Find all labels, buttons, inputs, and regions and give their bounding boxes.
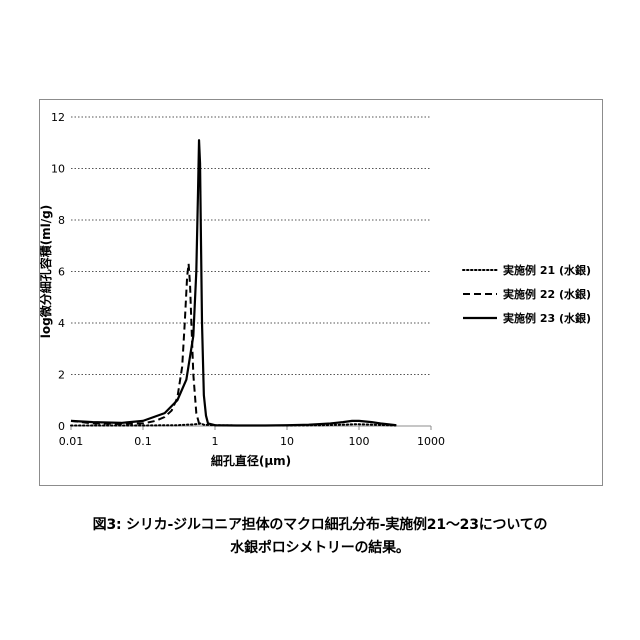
x-tick-label: 0.01 (59, 435, 84, 448)
x-tick-label: 1000 (417, 435, 445, 448)
y-tick-label: 8 (58, 214, 65, 227)
y-axis-title: log微分細孔容積(ml/g) (40, 205, 53, 339)
x-tick-label: 0.1 (134, 435, 152, 448)
y-tick-label: 4 (58, 317, 65, 330)
figure-caption-line-1: 図3: シリカ-ジルコニア担体のマクロ細孔分布-実施例21～23についての (0, 514, 640, 534)
y-tick-label: 12 (51, 111, 65, 124)
y-tick-label: 10 (51, 163, 65, 176)
legend-label: 実施例 22 (水銀) (503, 287, 591, 301)
series-line (71, 140, 396, 425)
y-tick-label: 6 (58, 266, 65, 279)
line-chart: 0 2 4 6 8 10 12 0.01 0.1 1 10 100 1000 実施例 21 (水銀) 実施… (40, 100, 602, 485)
chart-frame: 0 2 4 6 8 10 12 0.01 0.1 1 10 100 1000 実施例 21 (水銀) 実施… (39, 99, 603, 486)
x-tick-label: 10 (280, 435, 294, 448)
legend-label: 実施例 23 (水銀) (503, 311, 591, 325)
legend-label: 実施例 21 (水銀) (503, 263, 591, 277)
x-tick-label: 100 (349, 435, 370, 448)
figure-caption-line-2: 水銀ポロシメトリーの結果。 (0, 537, 640, 557)
x-axis-title: 細孔直径(μm) (211, 453, 291, 468)
x-tick-label: 1 (212, 435, 219, 448)
series-line (71, 264, 199, 424)
y-tick-label: 2 (58, 369, 65, 382)
y-tick-label: 0 (58, 420, 65, 433)
